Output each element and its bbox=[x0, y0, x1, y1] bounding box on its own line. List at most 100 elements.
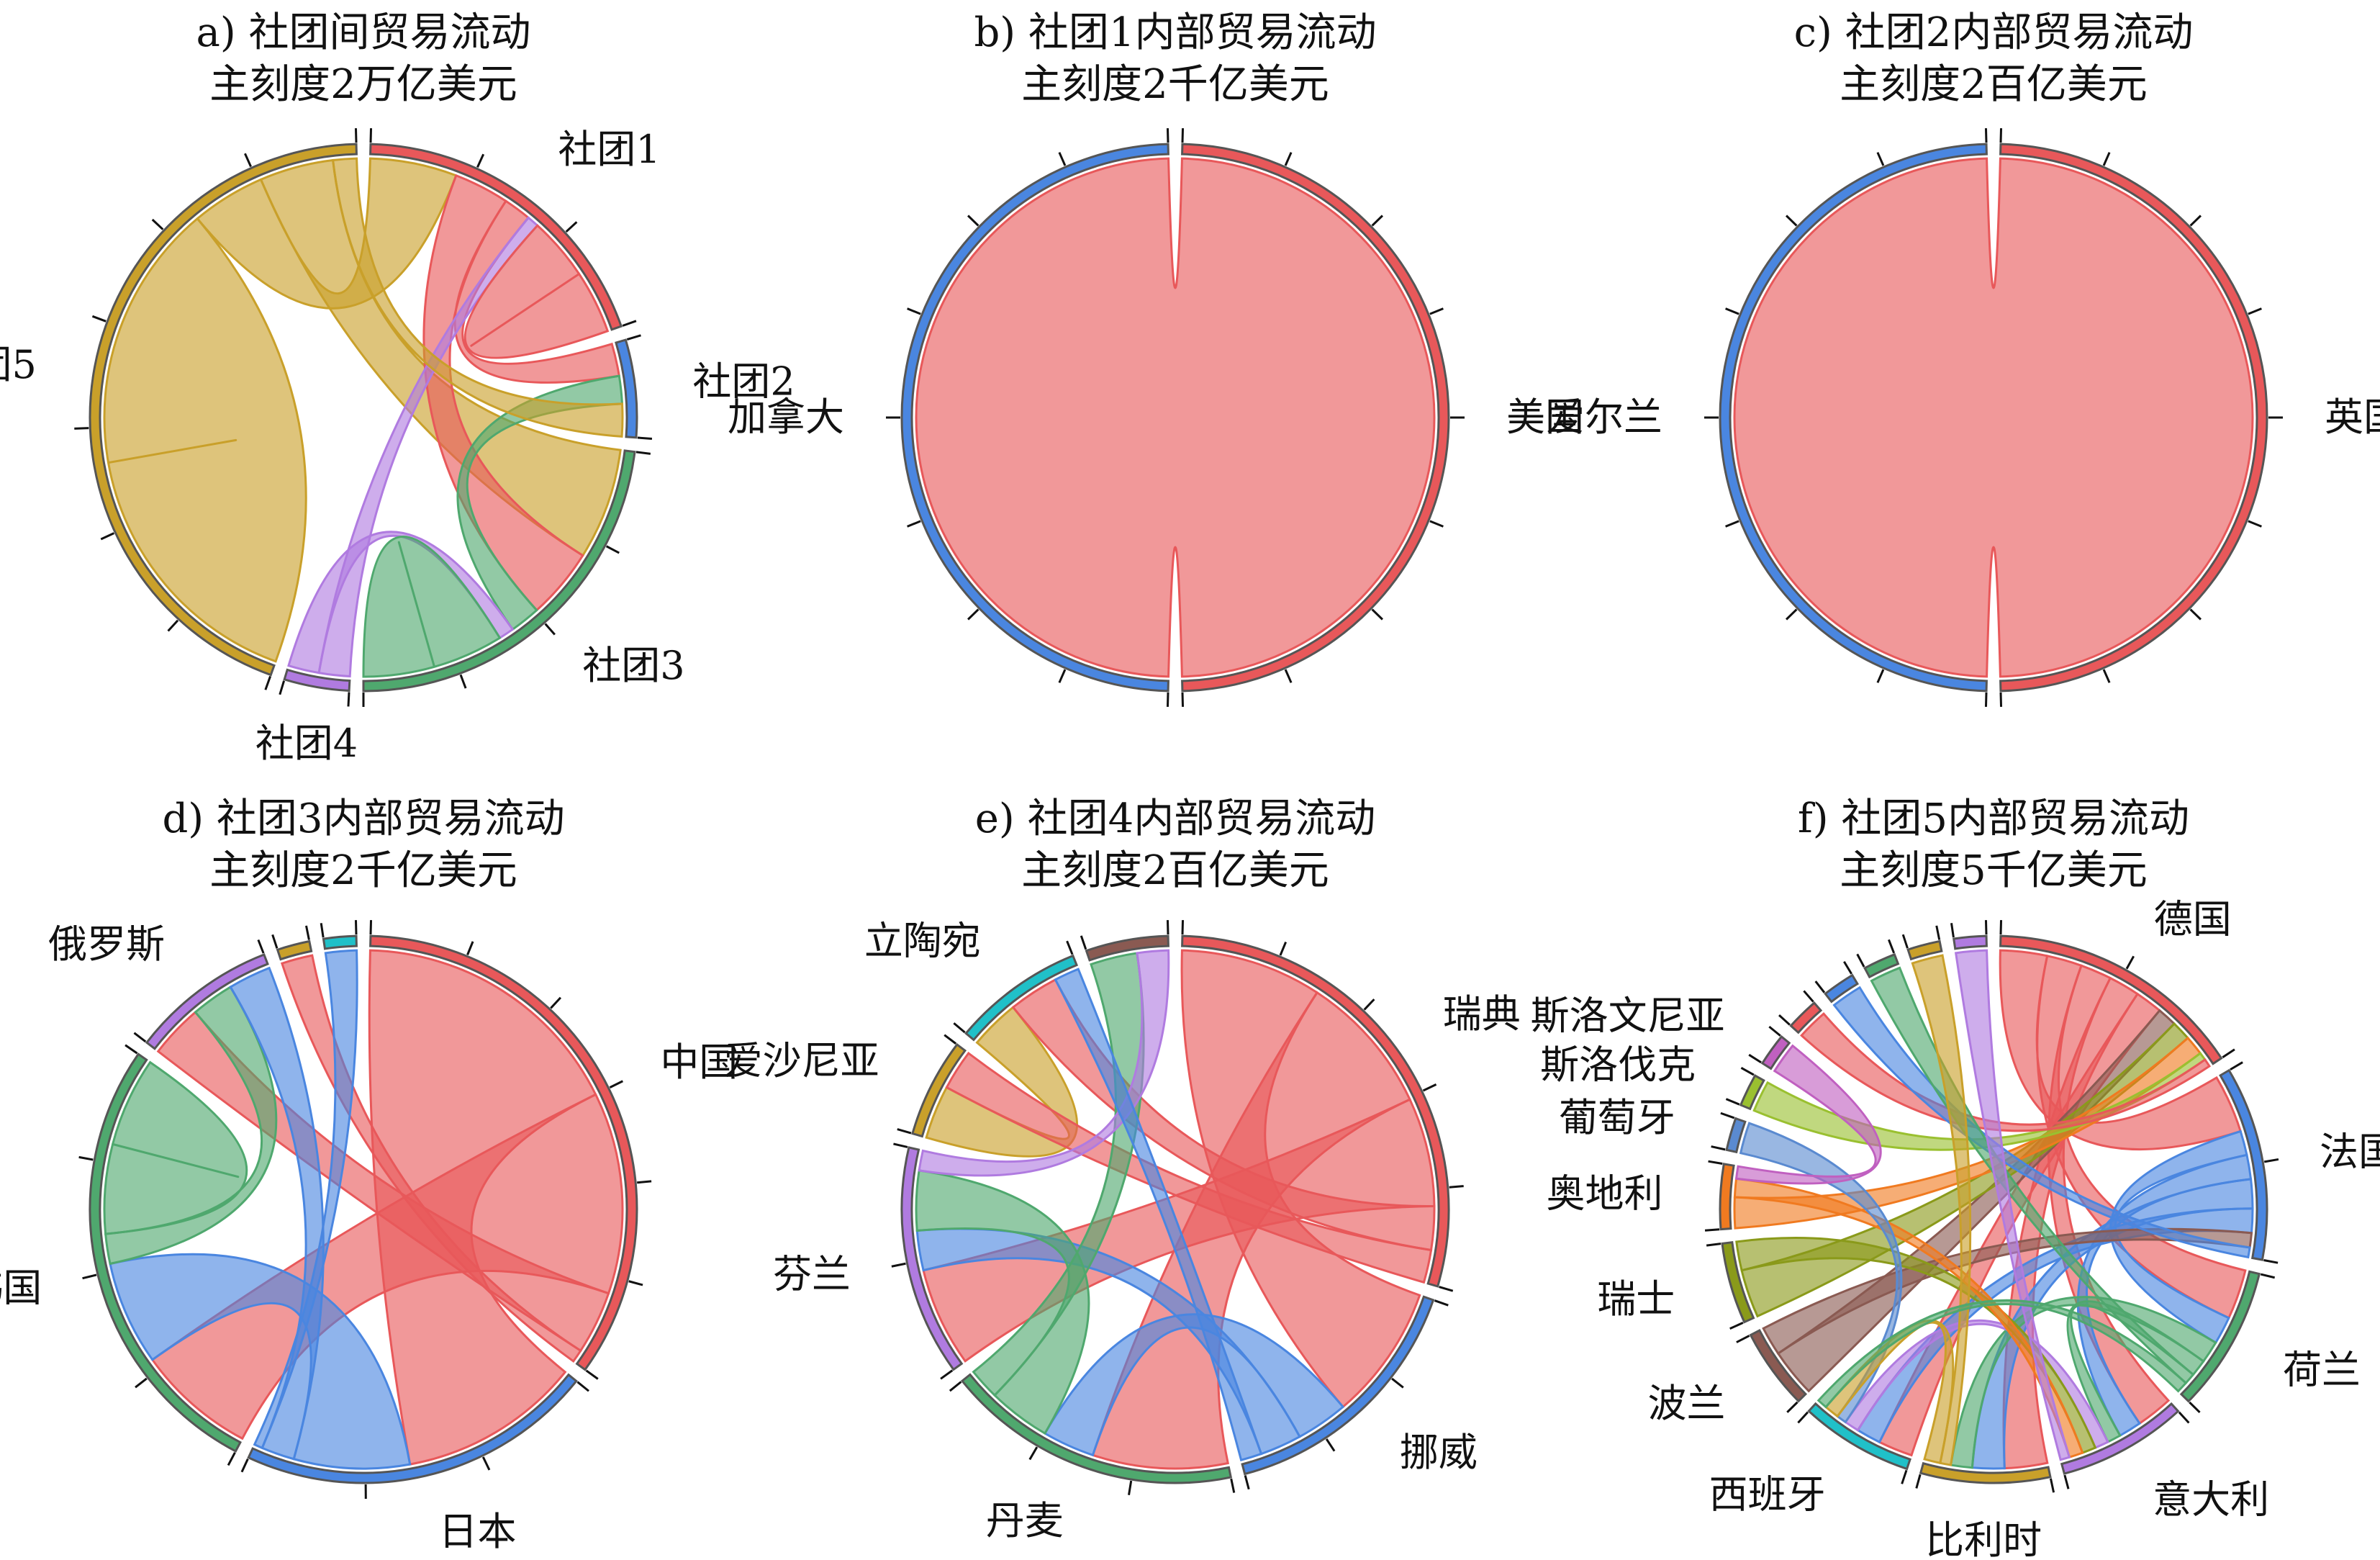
axis-tick bbox=[2248, 520, 2262, 528]
axis-tick bbox=[347, 692, 350, 707]
panel-title: b) 社团1内部贸易流动 bbox=[974, 9, 1376, 56]
group-arc bbox=[1789, 1001, 1823, 1034]
axis-tick bbox=[585, 1369, 599, 1380]
group-arc bbox=[1181, 934, 1450, 1288]
axis-tick bbox=[2102, 669, 2111, 683]
axis-tick bbox=[2263, 1259, 2279, 1264]
group-label: 比利时 bbox=[1925, 1518, 2042, 1560]
panel-title: f) 社团5内部贸易流动 bbox=[1798, 795, 2189, 842]
axis-tick bbox=[1371, 215, 1384, 227]
group-label: 德国 bbox=[2154, 897, 2232, 942]
chord-ribbon bbox=[1816, 1299, 2188, 1409]
group-arc bbox=[960, 1373, 1233, 1484]
axis-tick bbox=[1434, 1299, 1449, 1307]
axis-tick bbox=[1166, 128, 1169, 143]
axis-tick bbox=[1785, 215, 1798, 227]
chord-ribbon bbox=[915, 157, 1436, 678]
group-label: 英国 bbox=[2325, 394, 2380, 440]
axis-tick bbox=[2189, 215, 2202, 227]
group-arc bbox=[1739, 1073, 1765, 1111]
axis-tick bbox=[2102, 152, 2111, 166]
axis-tick bbox=[74, 427, 89, 430]
group-arc bbox=[1181, 143, 1450, 693]
axis-tick bbox=[1803, 990, 1814, 1003]
axis-tick bbox=[1058, 669, 1067, 683]
group-arc bbox=[900, 1146, 964, 1371]
group-label: 荷兰 bbox=[2283, 1348, 2361, 1393]
panel-title: a) 社团间贸易流动 bbox=[196, 9, 530, 56]
axis-tick bbox=[264, 675, 272, 690]
axis-tick bbox=[622, 320, 637, 327]
axis-tick bbox=[1729, 1322, 1744, 1330]
group-label: 社团2 bbox=[692, 359, 795, 405]
axis-tick bbox=[967, 215, 979, 227]
group-label: 瑞士 bbox=[1597, 1276, 1675, 1322]
axis-tick bbox=[476, 153, 485, 168]
group-label: 意大利 bbox=[2153, 1476, 2269, 1522]
group-arc bbox=[89, 143, 358, 677]
chord-ribbon bbox=[280, 954, 582, 1363]
group-arc bbox=[89, 1052, 242, 1453]
chord-ribbon bbox=[103, 217, 307, 663]
axis-tick bbox=[944, 1034, 957, 1045]
axis-tick bbox=[257, 939, 265, 954]
group-arc bbox=[1906, 939, 1943, 961]
axis-tick bbox=[78, 1155, 94, 1161]
axis-tick bbox=[893, 1142, 908, 1148]
axis-tick bbox=[1901, 1469, 1908, 1484]
group-label: 爱沙尼亚 bbox=[724, 1038, 879, 1083]
group-arc bbox=[1721, 1240, 1755, 1324]
group-arc bbox=[615, 338, 638, 439]
axis-tick bbox=[953, 1022, 966, 1034]
chord-ribbon bbox=[2109, 1130, 2248, 1345]
group-label: 丹麦 bbox=[986, 1498, 1064, 1543]
axis-tick bbox=[1391, 1377, 1404, 1389]
axis-tick bbox=[1080, 935, 1087, 950]
chord-ribbon bbox=[1824, 1320, 1955, 1465]
group-arc bbox=[362, 449, 636, 693]
axis-tick bbox=[1708, 1160, 1723, 1165]
panel-subtitle: 主刻度2万亿美元 bbox=[209, 61, 517, 108]
axis-tick bbox=[2260, 1273, 2276, 1279]
axis-tick bbox=[1843, 961, 1852, 975]
group-arc bbox=[1719, 1163, 1735, 1231]
axis-tick bbox=[1786, 1401, 1798, 1413]
panel-subtitle: 主刻度2千亿美元 bbox=[1021, 61, 1329, 108]
axis-tick bbox=[635, 451, 651, 455]
axis-tick bbox=[100, 532, 115, 541]
group-arc bbox=[369, 143, 623, 331]
chord-ribbon bbox=[1054, 968, 1263, 1461]
axis-tick bbox=[609, 1080, 623, 1088]
axis-tick bbox=[891, 1262, 906, 1268]
axis-tick bbox=[637, 1180, 652, 1184]
panel-title: d) 社团3内部贸易流动 bbox=[162, 795, 564, 842]
axis-tick bbox=[240, 1458, 249, 1473]
group-arc bbox=[2219, 1068, 2268, 1261]
group-label: 美国 bbox=[1506, 394, 1584, 440]
group-arc bbox=[145, 953, 269, 1050]
axis-tick bbox=[1371, 608, 1384, 621]
axis-tick bbox=[1230, 1478, 1236, 1493]
axis-tick bbox=[2189, 1401, 2201, 1414]
group-label: 社团1 bbox=[558, 127, 660, 172]
axis-tick bbox=[2063, 1474, 2070, 1489]
chord-ribbon bbox=[362, 535, 502, 678]
group-arc bbox=[1824, 973, 1860, 1004]
group-arc bbox=[1725, 1117, 1747, 1154]
axis-tick bbox=[1181, 692, 1185, 707]
group-arc bbox=[276, 939, 313, 961]
axis-tick bbox=[2230, 1061, 2243, 1071]
group-arc bbox=[2060, 1402, 2180, 1475]
axis-tick bbox=[1856, 953, 1865, 968]
group-label: 奥地利 bbox=[1547, 1171, 1663, 1216]
axis-tick bbox=[1028, 1446, 1039, 1461]
panel-subtitle: 主刻度2百亿美元 bbox=[1021, 847, 1329, 894]
group-arc bbox=[1953, 934, 1988, 950]
group-label: 社团4 bbox=[255, 721, 358, 766]
axis-tick bbox=[1363, 998, 1375, 1011]
axis-tick bbox=[1915, 1474, 1922, 1489]
